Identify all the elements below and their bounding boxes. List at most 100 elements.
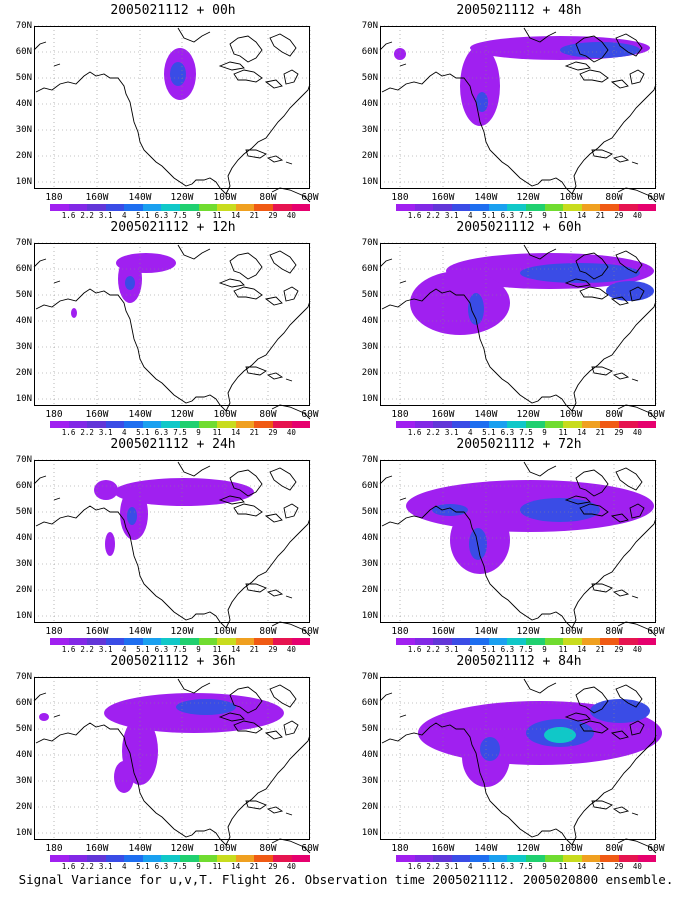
colorbar-swatch [451,204,471,211]
lon-tick-label: 80W [605,843,623,854]
colorbar-swatch [235,855,255,862]
colorbar-swatch [581,421,601,428]
lon-tick-label: 180 [391,409,409,420]
lat-tick-label: 50N [15,73,32,83]
colorbar-swatch [544,204,564,211]
colorbar-swatch [124,855,143,862]
colorbar-label: 40 [286,862,296,871]
panel-title: 2005021112 + 48h [456,3,582,18]
map-plot [379,25,657,203]
lat-tick-label: 40N [15,99,32,109]
colorbar-swatch [291,638,311,645]
variance-contour [94,480,118,500]
colorbar-label: 4 [122,428,127,437]
variance-contour [125,276,135,290]
colorbar-swatch [414,204,434,211]
colorbar-label: 14 [231,211,241,220]
colorbar-swatch [50,204,69,211]
colorbar-label: 4 [468,645,473,654]
lon-tick-label: 140W [474,843,498,854]
colorbar-label: 3.1 [444,862,459,871]
map-plot [379,242,657,420]
colorbar-swatch [68,855,88,862]
colorbar-label: 9 [542,862,547,871]
variance-contour [71,308,77,318]
colorbar-label: 29 [268,428,278,437]
lon-tick-label: 160W [85,843,109,854]
colorbar-swatch [396,421,415,428]
map-panel: 2005021112 + 00h 70N 60N 50N 40N 30N 20N 10N 180… [0,3,346,220]
colorbar [396,638,657,645]
colorbar-swatch [142,855,162,862]
variance-contour [432,504,468,516]
colorbar-swatch [217,638,236,645]
colorbar-label: 29 [268,645,278,654]
lon-tick-label: 140W [474,192,498,203]
lat-tick-label: 40N [361,316,378,326]
colorbar-label: 5.1 [136,211,150,220]
colorbar-label: 11 [212,211,222,220]
colorbar [50,638,311,645]
colorbar-label: 7.5 [519,211,533,220]
lon-tick-label: 80W [605,409,623,420]
lon-tick-label: 160W [431,409,455,420]
colorbar-label: 2.2 [426,211,440,220]
lon-tick-label: 60W [301,626,319,637]
colorbar-label: 6.3 [500,211,515,220]
variance-contour [114,478,254,506]
colorbar-label: 3.1 [444,211,459,220]
map-frame [380,460,656,623]
colorbar-swatch [180,855,199,862]
lon-tick-label: 180 [391,626,409,637]
colorbar-label: 4 [468,862,473,871]
colorbar-label: 9 [196,645,201,654]
colorbar-label: 5.1 [482,211,496,220]
colorbar-label: 29 [268,211,278,220]
colorbar-swatch [105,638,125,645]
lon-tick-label: 180 [45,626,63,637]
lon-tick-label: 100W [213,843,237,854]
colorbar-label: 3.1 [98,645,113,654]
lon-tick-label: 80W [259,843,277,854]
lat-tick-label: 40N [361,533,378,543]
colorbar-swatch [396,855,415,862]
variance-contour [520,498,600,522]
map-panel: 2005021112 + 12h 70N 60N 50N 40N 30N 20N 10N 180… [0,220,346,437]
colorbar-label: 11 [212,862,222,871]
colorbar [50,855,311,862]
colorbar-swatch [637,638,657,645]
colorbar-swatch [50,638,69,645]
lon-tick-label: 160W [85,409,109,420]
colorbar-swatch [581,855,601,862]
lat-tick-label: 10N [361,177,378,187]
lat-tick-label: 70N [15,455,32,465]
colorbar-swatch [544,421,564,428]
colorbar-swatch [161,421,181,428]
colorbar-label: 9 [196,862,201,871]
colorbar-label: 21 [595,645,605,654]
lat-tick-label: 60N [361,47,378,57]
colorbar-swatch [488,204,508,211]
lat-tick-label: 20N [361,368,378,378]
colorbar-swatch [451,421,471,428]
lat-tick-label: 20N [361,585,378,595]
colorbar-swatch [563,204,582,211]
colorbar-swatch [105,855,125,862]
lon-tick-label: 120W [170,626,194,637]
colorbar-label: 14 [231,428,241,437]
colorbar-label: 40 [632,862,642,871]
colorbar-label: 40 [632,211,642,220]
lon-tick-label: 180 [45,843,63,854]
lat-tick-label: 10N [361,394,378,404]
colorbar-label: 9 [542,645,547,654]
colorbar-swatch [618,204,638,211]
colorbar-swatch [600,855,619,862]
colorbar-label: 3.1 [444,645,459,654]
colorbar-swatch [124,638,143,645]
map-plot [33,459,311,637]
lon-tick-label: 60W [647,409,665,420]
colorbar-label: 29 [614,211,624,220]
colorbar-swatch [544,855,564,862]
map-frame [380,243,656,406]
colorbar-swatch [600,204,619,211]
